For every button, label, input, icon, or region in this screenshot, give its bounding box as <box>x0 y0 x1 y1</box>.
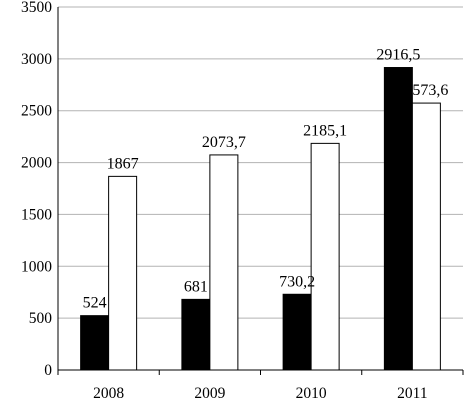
data-label: 2185,1 <box>303 122 347 139</box>
y-tick-label: 3500 <box>21 0 52 16</box>
y-tick-label: 3000 <box>21 51 52 68</box>
y-tick-labels: 0 500 1000 1500 2000 2500 3000 3500 <box>21 0 52 379</box>
data-label: 2573,6 <box>404 82 448 99</box>
x-tick-label: 2010 <box>296 385 327 402</box>
y-tick-label: 1500 <box>21 206 52 223</box>
data-label: 681 <box>184 278 208 295</box>
bars <box>80 67 441 371</box>
bar-light-2011 <box>411 102 441 371</box>
bar-dark-2008 <box>80 315 110 371</box>
bar-dark-2011 <box>383 67 413 371</box>
y-tick-label: 0 <box>44 362 52 379</box>
y-tick-label: 1000 <box>21 258 52 275</box>
data-label: 524 <box>83 295 107 312</box>
y-tick-label: 500 <box>29 310 53 327</box>
y-tick-label: 2500 <box>21 103 52 120</box>
x-tick-label: 2008 <box>93 385 124 402</box>
x-tick-label: 2009 <box>194 385 225 402</box>
data-labels: 524 1867 681 2073,7 730,2 2185,1 2916,5 2573,6 <box>83 47 449 312</box>
data-label: 2916,5 <box>376 47 420 64</box>
x-tick-label: 2011 <box>397 385 427 402</box>
bar-light-2009 <box>209 154 239 371</box>
data-label: 730,2 <box>279 273 315 290</box>
y-tick-label: 2000 <box>21 155 52 172</box>
x-tick-labels: 2008 2009 2010 2011 <box>57 370 464 402</box>
bar-light-2010 <box>310 142 340 371</box>
bar-dark-2009 <box>181 298 211 371</box>
data-label: 2073,7 <box>202 134 246 151</box>
bar-dark-2010 <box>282 293 312 371</box>
data-label: 1867 <box>107 155 139 172</box>
bar-light-2008 <box>108 175 138 371</box>
